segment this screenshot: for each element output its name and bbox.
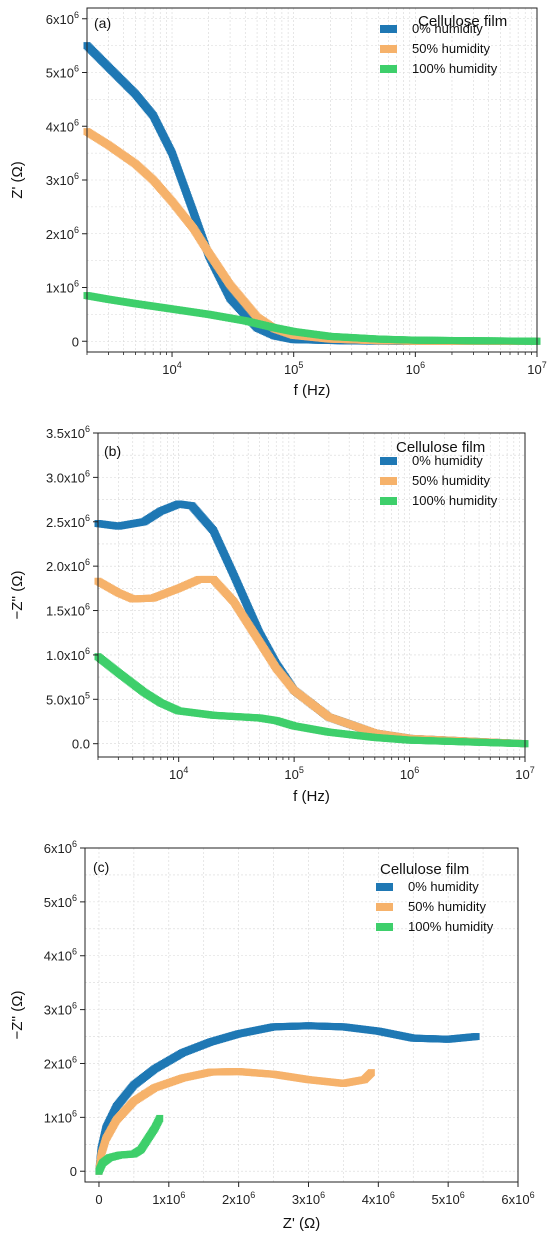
x-tick-label: 2x106 xyxy=(222,1190,255,1207)
legend-label: 50% humidity xyxy=(408,899,487,914)
legend-swatch xyxy=(376,923,393,931)
x-tick-label: 104 xyxy=(162,360,181,377)
y-tick-label: 2.0x106 xyxy=(46,557,90,574)
y-tick-label: 3.0x106 xyxy=(46,468,90,485)
y-tick-label: 5x106 xyxy=(46,64,79,81)
y-axis-title: Z' (Ω) xyxy=(9,161,26,198)
legend-label: 0% humidity xyxy=(412,21,483,36)
series-0 xyxy=(83,42,541,345)
x-tick-label: 104 xyxy=(169,765,188,782)
y-tick-label: 3.5x106 xyxy=(46,424,90,441)
panel-b: 104 105 106 107 0.0 5.0x105 1.0x106 1.5x106 2.0x… xyxy=(9,424,535,805)
y-tick-label: 5x106 xyxy=(44,893,77,910)
y-axis-title: −Z'' (Ω) xyxy=(9,990,26,1039)
y-tick-label: 0 xyxy=(72,334,79,349)
x-axis-title: f (Hz) xyxy=(293,788,330,805)
legend-title: Cellulose film xyxy=(380,861,469,878)
y-tick-label: 1.5x106 xyxy=(46,602,90,619)
panel-label: (a) xyxy=(94,15,111,31)
panel-label: (b) xyxy=(104,443,121,459)
legend-title: Cellulose film xyxy=(396,439,485,456)
legend-swatch xyxy=(380,45,397,53)
legend-swatch xyxy=(380,457,397,465)
legend-label: 100% humidity xyxy=(412,61,498,76)
series-2 xyxy=(95,1114,164,1175)
x-tick-label: 106 xyxy=(400,765,419,782)
series-2 xyxy=(83,292,541,345)
y-tick-label: 6x106 xyxy=(44,839,77,856)
x-axis-title: Z' (Ω) xyxy=(283,1215,320,1232)
panel-c: 0 1x106 2x106 3x106 4x106 5x106 6x106 0 1x106 2x1… xyxy=(9,839,535,1232)
y-tick-label: 2x106 xyxy=(46,225,79,242)
y-tick-label: 1.0x106 xyxy=(46,646,90,663)
legend-swatch xyxy=(376,883,393,891)
y-tick-label: 4x106 xyxy=(46,117,79,134)
legend-swatch xyxy=(380,65,397,73)
legend-label: 100% humidity xyxy=(408,919,494,934)
y-tick-label: 6x106 xyxy=(46,10,79,27)
x-tick-label: 6x106 xyxy=(501,1190,534,1207)
legend-swatch xyxy=(380,25,397,33)
plot-frame xyxy=(97,432,526,758)
x-tick-label: 5x106 xyxy=(432,1190,465,1207)
y-tick-label: 0 xyxy=(70,1164,77,1179)
legend-label: 0% humidity xyxy=(412,453,483,468)
series-1 xyxy=(95,1068,375,1175)
gridlines xyxy=(86,8,538,352)
y-tick-label: 3x106 xyxy=(46,171,79,188)
y-tick-label: 4x106 xyxy=(44,947,77,964)
series-2 xyxy=(94,653,529,748)
x-axis-title: f (Hz) xyxy=(294,382,331,399)
x-tick-label: 105 xyxy=(284,360,303,377)
legend-label: 100% humidity xyxy=(412,493,498,508)
legend-label: 50% humidity xyxy=(412,41,491,56)
y-tick-label: 5.0x105 xyxy=(46,690,90,707)
legend-title: Cellulose film xyxy=(418,13,507,30)
legend-swatch xyxy=(380,497,397,505)
legend-label: 0% humidity xyxy=(408,879,479,894)
y-tick-label: 3x106 xyxy=(44,1001,77,1018)
data-point xyxy=(367,1069,375,1077)
legend-swatch xyxy=(376,903,393,911)
data-point xyxy=(472,1033,480,1041)
x-tick-label: 4x106 xyxy=(362,1190,395,1207)
y-tick-label: 2.5x106 xyxy=(46,513,90,530)
x-tick-label: 0 xyxy=(95,1192,102,1207)
x-tick-label: 1x106 xyxy=(152,1190,185,1207)
y-tick-label: 1x106 xyxy=(44,1108,77,1125)
x-tick-label: 107 xyxy=(527,360,546,377)
x-tick-label: 107 xyxy=(515,765,534,782)
x-tick-label: 106 xyxy=(406,360,425,377)
y-tick-label: 0.0 xyxy=(72,737,90,752)
legend-swatch xyxy=(380,477,397,485)
y-tick-label: 2x106 xyxy=(44,1054,77,1071)
panel-a: 104 105 106 107 0 1x106 2x106 3x106 4x106 5x106 6x… xyxy=(9,7,547,399)
plot-frame xyxy=(84,847,519,1183)
data-point xyxy=(156,1114,164,1122)
y-axis-title: −Z'' (Ω) xyxy=(9,570,26,619)
panel-label: (c) xyxy=(93,859,109,875)
series-0 xyxy=(94,500,529,748)
x-tick-label: 3x106 xyxy=(292,1190,325,1207)
y-tick-label: 1x106 xyxy=(46,279,79,296)
legend-label: 50% humidity xyxy=(412,473,491,488)
series-1 xyxy=(83,128,541,345)
series-0 xyxy=(95,1022,480,1175)
x-tick-label: 105 xyxy=(284,765,303,782)
